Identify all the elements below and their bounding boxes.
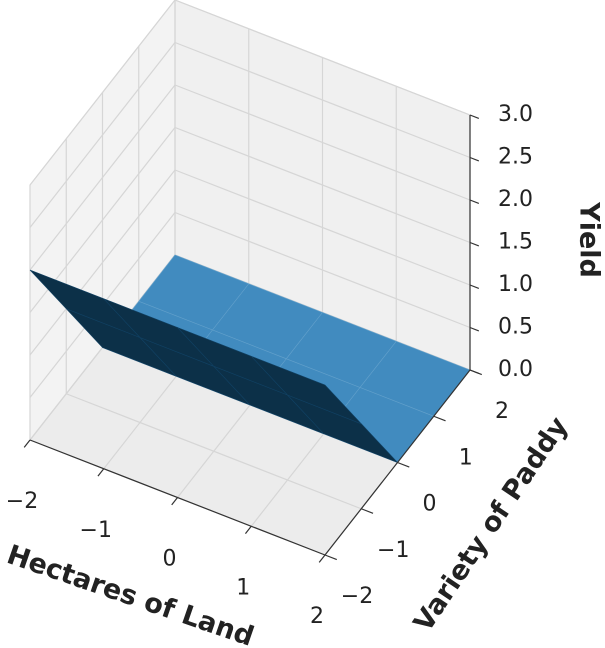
x-tick-label: −1 bbox=[80, 518, 112, 543]
tick-mark bbox=[433, 415, 446, 422]
x-tick-label: −2 bbox=[6, 489, 38, 514]
z-tick-label: 2.0 bbox=[498, 187, 533, 212]
y-tick-label: 0 bbox=[423, 492, 437, 517]
y-tick-label: −2 bbox=[341, 584, 373, 609]
tick-mark bbox=[23, 439, 31, 448]
tick-mark bbox=[469, 241, 480, 247]
axis-line bbox=[29, 439, 326, 556]
grid-line bbox=[29, 169, 176, 356]
y-tick-label: 2 bbox=[495, 399, 509, 424]
x-tick-label: 2 bbox=[310, 604, 324, 629]
z-axis-label: Yield bbox=[574, 201, 605, 278]
tick-mark bbox=[171, 497, 178, 506]
grid-line bbox=[174, 126, 471, 244]
tick-mark bbox=[469, 114, 480, 120]
tick-mark bbox=[361, 508, 374, 514]
z-tick-label: 3.0 bbox=[498, 102, 533, 127]
z-tick-label: 0.0 bbox=[498, 357, 533, 382]
grid-line bbox=[174, 41, 471, 159]
tick-mark bbox=[397, 461, 410, 468]
tick-mark bbox=[318, 554, 326, 563]
axis-line bbox=[324, 369, 471, 556]
z-tick-label: 2.5 bbox=[498, 145, 533, 170]
z-tick-label: 1.0 bbox=[498, 272, 533, 297]
grid-line bbox=[29, 42, 176, 228]
x-axis-label: Hectares of Land bbox=[3, 539, 258, 648]
surface bbox=[29, 254, 471, 463]
grid-line bbox=[66, 393, 362, 510]
panes bbox=[29, 0, 471, 556]
z-tick-label: 1.5 bbox=[498, 230, 533, 255]
tick-mark bbox=[97, 468, 105, 477]
tick-mark bbox=[469, 199, 480, 205]
grid-line bbox=[174, 84, 471, 201]
x-tick-label: 1 bbox=[236, 575, 250, 600]
y-tick-label: 1 bbox=[459, 445, 473, 470]
y-axis-label: Variety of Paddy bbox=[408, 411, 575, 637]
grid-line bbox=[29, 84, 176, 271]
tick-mark bbox=[469, 369, 480, 375]
surface-face bbox=[251, 356, 362, 425]
z-tick-label: 0.5 bbox=[498, 315, 533, 340]
tick-mark bbox=[469, 284, 480, 290]
tick-mark bbox=[469, 156, 480, 162]
x-tick-label: 0 bbox=[163, 547, 177, 572]
grid-line bbox=[174, 211, 471, 329]
tick-mark bbox=[244, 525, 252, 535]
grid-line bbox=[174, 0, 471, 116]
tick-mark bbox=[324, 554, 338, 561]
grid-line bbox=[174, 169, 471, 286]
grid-line bbox=[29, 0, 176, 186]
y-tick-label: −1 bbox=[377, 538, 409, 563]
tick-mark bbox=[469, 326, 480, 332]
